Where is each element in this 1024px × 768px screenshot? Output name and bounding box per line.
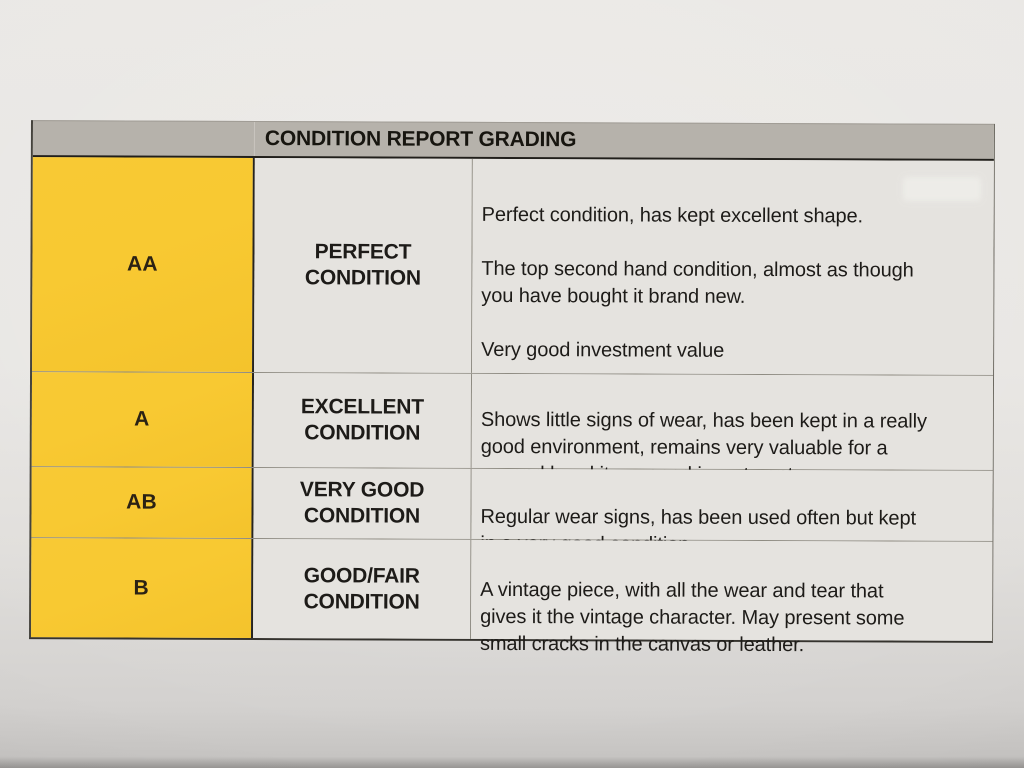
condition-cell: GOOD/FAIR CONDITION: [253, 539, 472, 639]
description-paragraph: Very good investment value: [481, 338, 725, 362]
condition-cell: VERY GOOD CONDITION: [253, 468, 472, 539]
condition-cell: EXCELLENT CONDITION: [253, 373, 473, 468]
header-title-cell: CONDITION REPORT GRADING: [255, 122, 994, 159]
description-cell: Shows little signs of wear, has been kep…: [471, 373, 994, 486]
table-title: CONDITION REPORT GRADING: [264, 127, 577, 152]
description-paragraph: The top second hand condition, almost as…: [481, 257, 914, 308]
grade-cell: A: [31, 372, 255, 468]
whiteout-smudge: [903, 177, 981, 201]
table-row-ab: AB VERY GOOD CONDITION Regular wear sign…: [31, 466, 993, 556]
grade-cell: B: [31, 538, 254, 639]
grade-cell: AA: [32, 157, 255, 373]
description-cell: A vintage piece, with all the wear and t…: [471, 539, 993, 656]
table-row-a: A EXCELLENT CONDITION Shows little signs…: [31, 371, 994, 486]
description-paragraph: A vintage piece, with all the wear and t…: [479, 578, 905, 657]
condition-grading-table: CONDITION REPORT GRADING AA PERFECT COND…: [29, 120, 995, 656]
table-header-row: CONDITION REPORT GRADING: [32, 120, 994, 161]
condition-cell: PERFECT CONDITION: [254, 158, 473, 373]
table-row-b: B GOOD/FAIR CONDITION A vintage piece, w…: [31, 537, 993, 656]
table-row-aa: AA PERFECT CONDITION Perfect condition, …: [32, 157, 994, 375]
description-paragraph: Perfect condition, has kept excellent sh…: [481, 203, 864, 228]
description-cell: Regular wear signs, has been used often …: [471, 468, 993, 556]
header-spacer-cell: [32, 121, 255, 157]
grade-cell: AB: [31, 467, 254, 539]
